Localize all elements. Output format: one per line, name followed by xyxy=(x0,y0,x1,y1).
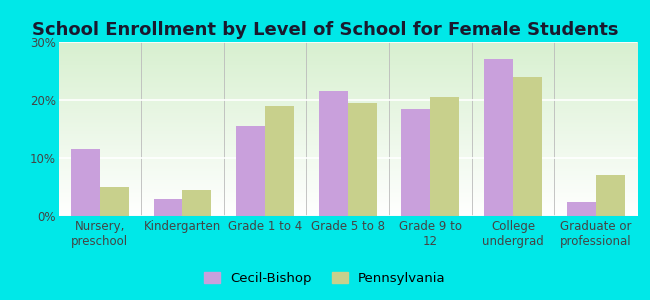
Bar xyxy=(430,97,460,216)
Bar xyxy=(513,77,542,216)
Bar xyxy=(595,176,625,216)
Bar xyxy=(402,109,430,216)
Bar xyxy=(100,187,129,216)
Bar xyxy=(348,103,377,216)
Bar xyxy=(71,149,100,216)
Bar xyxy=(318,91,348,216)
Bar xyxy=(567,202,595,216)
Bar xyxy=(153,199,183,216)
Bar xyxy=(236,126,265,216)
Bar xyxy=(484,59,513,216)
Bar xyxy=(265,106,294,216)
Bar xyxy=(183,190,211,216)
Legend: Cecil-Bishop, Pennsylvania: Cecil-Bishop, Pennsylvania xyxy=(199,267,451,290)
Text: School Enrollment by Level of School for Female Students: School Enrollment by Level of School for… xyxy=(32,21,618,39)
